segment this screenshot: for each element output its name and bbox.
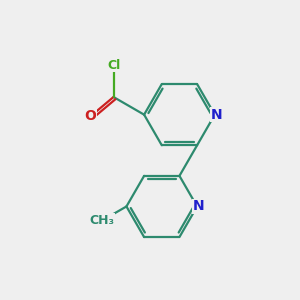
Text: Cl: Cl	[107, 59, 120, 72]
Text: N: N	[210, 108, 222, 122]
Text: N: N	[193, 200, 204, 214]
Text: O: O	[85, 109, 96, 123]
Text: CH₃: CH₃	[89, 214, 115, 227]
